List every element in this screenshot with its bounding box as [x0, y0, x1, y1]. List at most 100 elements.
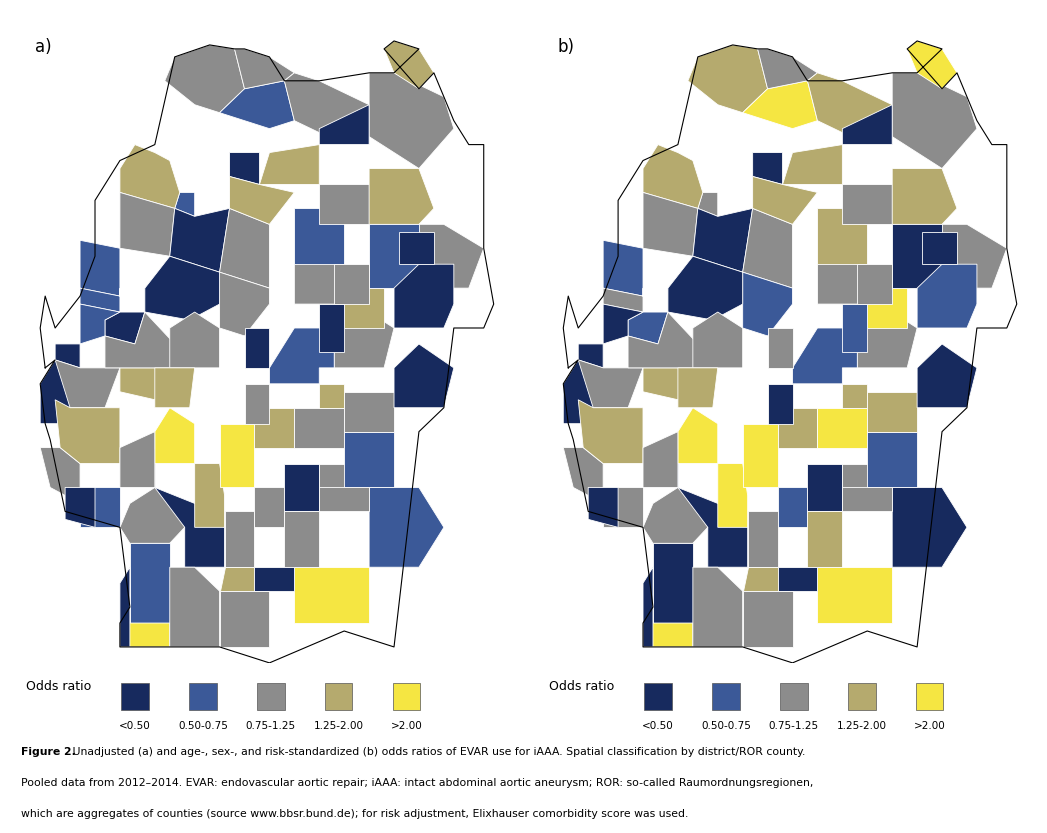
Text: <0.50: <0.50 — [119, 721, 151, 731]
Polygon shape — [892, 487, 967, 567]
Polygon shape — [40, 447, 80, 503]
Polygon shape — [40, 360, 70, 424]
Polygon shape — [399, 232, 433, 264]
Text: Odds ratio: Odds ratio — [549, 680, 614, 692]
Text: a): a) — [35, 37, 51, 56]
Polygon shape — [668, 257, 742, 320]
Polygon shape — [742, 424, 778, 487]
Polygon shape — [229, 152, 260, 184]
Polygon shape — [80, 304, 120, 344]
Text: 0.75-1.25: 0.75-1.25 — [768, 721, 819, 731]
Polygon shape — [344, 392, 394, 431]
Polygon shape — [120, 567, 130, 647]
Polygon shape — [767, 384, 793, 424]
FancyBboxPatch shape — [848, 683, 875, 710]
Polygon shape — [742, 567, 778, 591]
Polygon shape — [419, 224, 484, 288]
Polygon shape — [80, 288, 120, 312]
Polygon shape — [693, 312, 742, 368]
Polygon shape — [588, 487, 618, 527]
Polygon shape — [807, 72, 892, 145]
Polygon shape — [603, 240, 643, 296]
Polygon shape — [892, 511, 942, 567]
Polygon shape — [55, 344, 80, 368]
Polygon shape — [294, 407, 344, 447]
Polygon shape — [778, 407, 818, 447]
Polygon shape — [843, 304, 867, 352]
Polygon shape — [130, 543, 170, 623]
Polygon shape — [578, 344, 603, 368]
Polygon shape — [643, 623, 693, 647]
Polygon shape — [294, 567, 370, 623]
Polygon shape — [220, 567, 254, 591]
Polygon shape — [782, 145, 843, 184]
Polygon shape — [224, 511, 254, 567]
Polygon shape — [285, 72, 370, 145]
Polygon shape — [344, 288, 384, 328]
Polygon shape — [155, 407, 195, 463]
Polygon shape — [164, 45, 245, 112]
Polygon shape — [892, 224, 942, 288]
Text: 0.75-1.25: 0.75-1.25 — [246, 721, 296, 731]
Polygon shape — [170, 312, 220, 368]
FancyBboxPatch shape — [257, 683, 285, 710]
Polygon shape — [344, 431, 394, 487]
Text: >2.00: >2.00 — [391, 721, 422, 731]
Polygon shape — [370, 224, 419, 288]
Polygon shape — [105, 312, 144, 344]
Polygon shape — [370, 511, 419, 567]
Polygon shape — [867, 431, 917, 487]
Polygon shape — [55, 360, 120, 407]
Polygon shape — [917, 264, 977, 328]
Text: >2.00: >2.00 — [914, 721, 945, 731]
Polygon shape — [170, 208, 229, 272]
Polygon shape — [254, 487, 285, 527]
Polygon shape — [294, 248, 344, 304]
Polygon shape — [394, 344, 453, 407]
Text: 1.25-2.00: 1.25-2.00 — [837, 721, 887, 731]
Text: Odds ratio: Odds ratio — [25, 680, 91, 692]
Polygon shape — [942, 224, 1007, 288]
Polygon shape — [220, 81, 294, 128]
Polygon shape — [319, 487, 370, 511]
Text: Figure 2.: Figure 2. — [21, 747, 75, 757]
Polygon shape — [285, 463, 319, 511]
Polygon shape — [319, 463, 370, 511]
Polygon shape — [907, 41, 957, 89]
Polygon shape — [120, 447, 155, 487]
FancyBboxPatch shape — [916, 683, 943, 710]
Polygon shape — [677, 407, 718, 463]
Polygon shape — [563, 360, 594, 424]
Polygon shape — [370, 168, 433, 224]
Polygon shape — [677, 487, 748, 567]
Polygon shape — [778, 567, 818, 591]
Polygon shape — [245, 384, 269, 424]
Polygon shape — [195, 463, 224, 527]
Polygon shape — [653, 543, 693, 623]
Polygon shape — [319, 304, 344, 352]
Polygon shape — [867, 288, 907, 328]
Polygon shape — [120, 368, 170, 400]
Polygon shape — [742, 591, 793, 647]
Polygon shape — [175, 192, 195, 217]
Polygon shape — [753, 177, 818, 224]
Polygon shape — [235, 49, 294, 89]
Polygon shape — [220, 208, 269, 288]
Polygon shape — [818, 208, 867, 264]
Polygon shape — [753, 152, 782, 184]
Polygon shape — [818, 248, 867, 304]
Polygon shape — [758, 49, 818, 89]
Polygon shape — [718, 463, 748, 527]
Polygon shape — [867, 392, 917, 431]
Polygon shape — [892, 72, 977, 168]
Polygon shape — [778, 487, 807, 527]
Polygon shape — [843, 384, 867, 407]
Polygon shape — [693, 567, 742, 647]
Polygon shape — [578, 360, 643, 407]
Polygon shape — [807, 511, 843, 567]
Polygon shape — [294, 208, 344, 264]
Text: which are aggregates of counties (source www.bbsr.bund.de); for risk adjustment,: which are aggregates of counties (source… — [21, 809, 688, 819]
Polygon shape — [319, 384, 344, 407]
Polygon shape — [254, 407, 294, 447]
Polygon shape — [843, 463, 892, 511]
